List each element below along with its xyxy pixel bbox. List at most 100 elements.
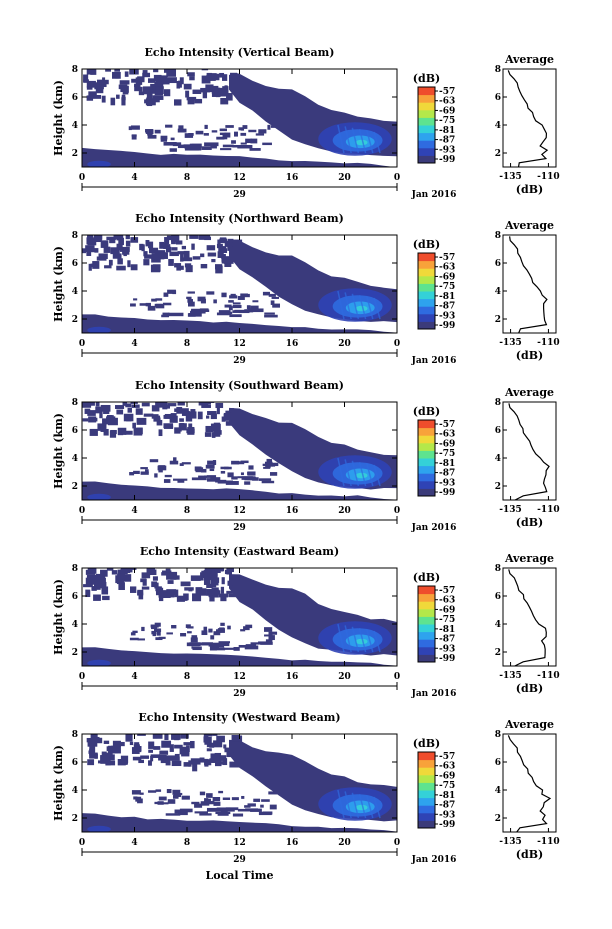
echo-cell — [212, 570, 218, 576]
colorbar-tick-label: -57 — [439, 87, 455, 97]
colorbar-segment — [418, 298, 435, 307]
echo-cell — [248, 129, 257, 133]
echo-cell — [197, 411, 203, 420]
echo-cell — [166, 589, 177, 595]
echo-cell — [88, 416, 97, 423]
echo-cell — [250, 138, 258, 144]
echo-cell — [225, 807, 239, 811]
echo-streak — [344, 292, 352, 320]
echo-cell — [87, 759, 95, 766]
echo-cell — [157, 402, 167, 407]
echo-cell — [141, 586, 150, 590]
echo-cell — [195, 130, 204, 135]
colorbar-segment — [418, 291, 435, 300]
echo-streak — [337, 457, 345, 487]
echo-cell — [194, 466, 202, 471]
echo-cell — [169, 415, 178, 423]
x-tick-label: 12 — [233, 173, 246, 183]
echo-cell — [181, 795, 190, 800]
echo-cell — [232, 239, 243, 248]
x-tick-label: 12 — [233, 672, 246, 682]
echo-cell — [129, 637, 139, 641]
echo-cell — [83, 584, 93, 588]
echo-cell — [162, 570, 172, 576]
colorbar-tick-label: -87 — [439, 801, 455, 811]
echo-cell — [263, 466, 271, 469]
echo-cell — [237, 295, 245, 300]
echo-cell — [210, 573, 218, 581]
echo-cell — [227, 625, 231, 630]
echo-cell — [190, 575, 201, 581]
colorbar-tick-label: -99 — [439, 321, 455, 331]
colorbar-segment — [418, 313, 435, 322]
echo-cell — [159, 241, 165, 249]
echo-cell — [268, 631, 278, 635]
echo-cell — [218, 641, 230, 644]
colorbar-tick-label: -87 — [439, 469, 455, 479]
echo-cell — [141, 244, 145, 252]
echo-cell — [271, 464, 276, 467]
y-tick-label: 8 — [72, 564, 78, 574]
x-tick-label: 4 — [131, 506, 137, 516]
echo-cell — [115, 405, 125, 409]
echo-cell — [153, 74, 162, 82]
x-tick-label: 20 — [338, 506, 351, 516]
echo-cell — [89, 746, 96, 754]
colorbar-tick-label: -87 — [439, 302, 455, 312]
y-tick-label: 4 — [72, 121, 78, 131]
average-xlabel: (dB) — [516, 848, 543, 861]
echo-cell — [179, 597, 188, 601]
echo-cell — [179, 808, 193, 813]
echo-cell — [96, 256, 107, 261]
colorbar-tick-label: -81 — [439, 292, 455, 302]
echo-cell — [252, 300, 259, 303]
echo-cell — [222, 758, 228, 766]
echo-core — [87, 825, 111, 832]
avg-x-tick-label: -135 — [499, 338, 522, 348]
echo-cell — [179, 463, 184, 466]
avg-y-tick-label: 6 — [495, 426, 501, 436]
echo-core — [355, 638, 368, 645]
echo-cell — [158, 593, 164, 602]
echo-cell — [206, 245, 216, 251]
echo-cell — [101, 586, 109, 595]
echo-cell — [264, 314, 278, 318]
echo-cell — [220, 148, 232, 151]
avg-y-tick-label: 8 — [495, 65, 501, 75]
echo-cell — [185, 624, 191, 628]
echo-cell — [108, 259, 113, 266]
colorbar-unit: (dB) — [413, 405, 440, 418]
average-xlabel: (dB) — [516, 183, 543, 196]
x-tick-label: 12 — [233, 838, 246, 848]
echo-cell — [169, 148, 177, 152]
avg-y-tick-label: 6 — [495, 592, 501, 602]
echo-cell — [221, 416, 226, 422]
y-tick-label: 2 — [72, 648, 78, 658]
echo-cell — [266, 458, 273, 464]
avg-y-tick-label: 4 — [495, 121, 501, 131]
echo-cell — [130, 264, 138, 271]
echo-cell — [223, 412, 232, 421]
echo-cell — [207, 800, 215, 805]
echo-cell — [190, 758, 201, 765]
echo-cell — [171, 625, 177, 629]
average-title: Average — [504, 552, 554, 565]
echo-cell — [166, 69, 177, 77]
colorbar-segment — [418, 601, 435, 610]
echo-core — [355, 804, 368, 811]
x-tick-label: 0 — [79, 506, 85, 516]
echo-cell — [144, 254, 153, 259]
echo-cell — [185, 414, 193, 422]
echo-cell — [216, 407, 220, 415]
boundary-layer-echo — [82, 147, 397, 167]
echo-cell — [100, 404, 111, 412]
echo-cell — [177, 402, 185, 406]
echo-cell — [195, 642, 212, 646]
echo-cell — [151, 405, 160, 412]
average-title: Average — [504, 219, 554, 232]
echo-cell — [267, 124, 271, 130]
echo-cell — [214, 758, 222, 767]
colorbar-frame — [417, 86, 436, 164]
echo-cell — [206, 748, 212, 752]
echo-cell — [135, 77, 143, 85]
